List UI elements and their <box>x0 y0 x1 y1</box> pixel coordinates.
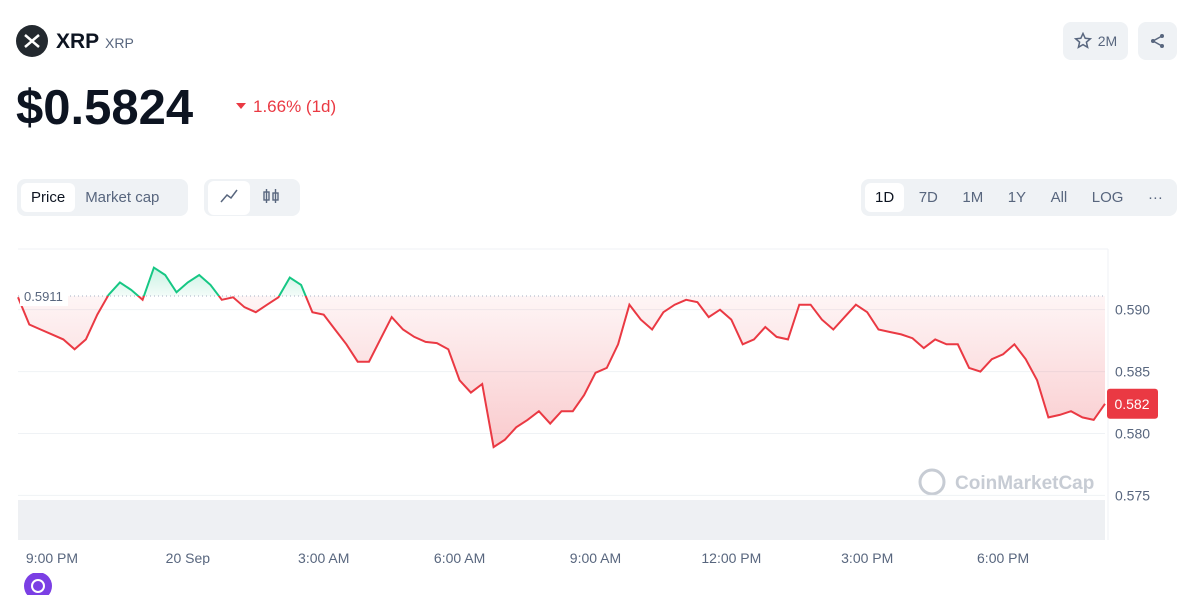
history-button[interactable] <box>24 573 54 595</box>
price-line <box>17 266 1106 449</box>
y-tick-label: 0.580 <box>1115 426 1150 442</box>
x-tick-label: 20 Sep <box>166 550 211 565</box>
watermark: CoinMarketCap <box>955 473 1094 494</box>
coin-name: XRP <box>56 30 100 53</box>
watch-count: 2M <box>1097 33 1118 49</box>
range-tab[interactable]: 7D <box>918 189 938 206</box>
range-tab[interactable]: 1Y <box>1007 189 1027 206</box>
down-arrow <box>236 103 246 109</box>
x-tick-label: 6:00 PM <box>977 550 1029 565</box>
share-icon <box>1150 34 1164 48</box>
volume-bars <box>18 500 1105 540</box>
x-tick-label: 3:00 PM <box>841 550 893 565</box>
metric-tabs: Price Market cap <box>17 179 188 216</box>
baseline-label-bg <box>20 286 68 307</box>
tab[interactable]: Market cap <box>85 189 160 206</box>
current-price-label: 0.582 <box>1114 396 1149 412</box>
range-tab[interactable]: 1D <box>865 183 905 212</box>
logo <box>16 25 48 57</box>
price-change: 1.66% (1d) <box>253 97 337 116</box>
range-tab[interactable]: LOG <box>1091 189 1124 206</box>
baseline-label: 0.5911 <box>24 289 63 304</box>
range-tabs: 1D 7D 1M 1Y All LOG ··· <box>861 179 1177 216</box>
range-tab[interactable]: 1M <box>962 189 984 206</box>
y-tick-label: 0.590 <box>1115 302 1150 318</box>
line-type-button[interactable] <box>208 180 250 215</box>
price: $0.5824 <box>16 81 194 135</box>
share-button[interactable] <box>1138 22 1177 60</box>
current-price-box <box>1107 388 1158 419</box>
price-area <box>18 267 1105 448</box>
watermark-logo <box>918 468 946 496</box>
x-tick-label: 12:00 PM <box>701 550 761 565</box>
chart-type-tabs <box>204 179 300 216</box>
star-icon <box>1073 32 1092 49</box>
range-tab[interactable]: All <box>1050 189 1068 206</box>
y-tick-label: 0.585 <box>1115 364 1150 380</box>
x-tick-label: 9:00 PM <box>26 550 78 565</box>
x-tick-label: 6:00 AM <box>434 550 485 565</box>
price-chart: CoinMarketCap 0.575 0.580 0.585 0.590 9:00 P… <box>17 248 1158 565</box>
tab[interactable]: Price <box>21 183 76 212</box>
x-tick-label: 3:00 AM <box>298 550 349 565</box>
candle-type-button[interactable] <box>250 181 292 215</box>
coin-symbol: XRP <box>105 35 134 51</box>
range-tab[interactable]: ··· <box>1147 189 1163 206</box>
line-icon <box>220 189 238 202</box>
watchlist-button[interactable]: 2M <box>1063 22 1128 60</box>
y-tick-label: 0.575 <box>1115 487 1150 503</box>
x-tick-label: 9:00 AM <box>570 550 621 565</box>
candle-icon <box>263 188 279 203</box>
